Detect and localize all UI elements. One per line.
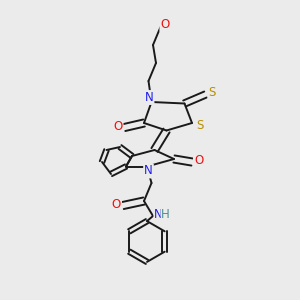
Text: N: N bbox=[145, 91, 154, 104]
Text: O: O bbox=[112, 197, 121, 211]
Text: O: O bbox=[160, 18, 169, 31]
Text: O: O bbox=[113, 119, 122, 133]
Text: H: H bbox=[161, 208, 170, 221]
Text: S: S bbox=[196, 119, 203, 132]
Text: N: N bbox=[154, 208, 163, 221]
Text: S: S bbox=[208, 86, 216, 100]
Text: O: O bbox=[194, 154, 203, 167]
Text: N: N bbox=[144, 164, 153, 178]
